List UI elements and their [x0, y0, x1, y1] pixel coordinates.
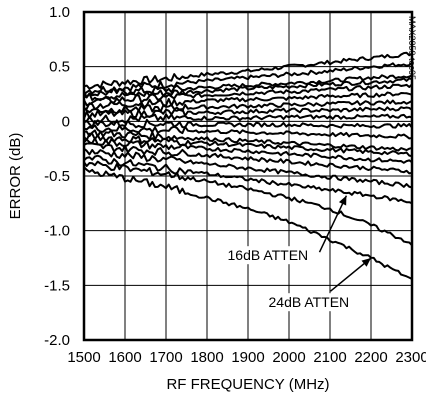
y-tick-label: -1.0 [44, 223, 70, 240]
x-tick-label: 1800 [190, 349, 223, 366]
x-tick-label: 1500 [67, 349, 100, 366]
series-line [83, 132, 413, 158]
series-line [83, 118, 413, 129]
series-line [83, 137, 413, 164]
x-tick-labels: 1500 1600 1700 1800 1900 2000 2100 2200 2300 [67, 349, 426, 366]
series-line [83, 51, 413, 90]
x-axis-title: RF FREQUENCY (MHz) [166, 376, 329, 393]
figure-id-label: MAX2059 toc05 [407, 16, 417, 80]
x-tick-label: 2100 [313, 349, 346, 366]
annotation-arrow-16db [318, 195, 348, 253]
annotation-16db: 16dB ATTEN [228, 247, 309, 263]
arrowhead [361, 258, 371, 267]
x-tick-label: 1600 [108, 349, 141, 366]
x-tick-label: 2000 [272, 349, 305, 366]
series-line [83, 106, 413, 120]
annotation-bg [266, 293, 367, 312]
y-tick-label: -0.5 [44, 168, 70, 185]
y-tick-label: 0.5 [49, 59, 70, 76]
x-tick-label: 1900 [231, 349, 264, 366]
series-line [83, 74, 413, 99]
annotation-24db: 24dB ATTEN [269, 294, 350, 310]
series-line [83, 113, 413, 124]
x-tick-label: 2200 [354, 349, 387, 366]
series-line [83, 91, 413, 111]
plot-frame [82, 10, 414, 342]
series-line [83, 83, 413, 107]
series-line [83, 154, 413, 205]
x-tick-label: 1700 [149, 349, 182, 366]
y-tick-labels: 1.0 0.5 0 -0.5 -1.0 -1.5 -2.0 [44, 4, 70, 349]
y-tick-label: -1.5 [44, 277, 70, 294]
annotations: 16dB ATTEN 24dB ATTEN [225, 195, 372, 312]
y-tick-label: 1.0 [49, 4, 70, 21]
y-axis-title: ERROR (dB) [7, 133, 24, 220]
series-line [83, 142, 413, 175]
series-line [83, 129, 413, 152]
series-lines [83, 51, 413, 280]
y-tick-label: 0 [62, 113, 70, 130]
arrowhead [338, 195, 347, 206]
x-tick-label: 2300 [395, 349, 426, 366]
series-line [83, 61, 413, 95]
y-tick-label: -2.0 [44, 332, 70, 349]
series-line [83, 77, 413, 101]
series-line [83, 147, 413, 189]
series-line [83, 166, 413, 280]
series-line [83, 160, 413, 247]
annotation-bg [225, 246, 322, 265]
